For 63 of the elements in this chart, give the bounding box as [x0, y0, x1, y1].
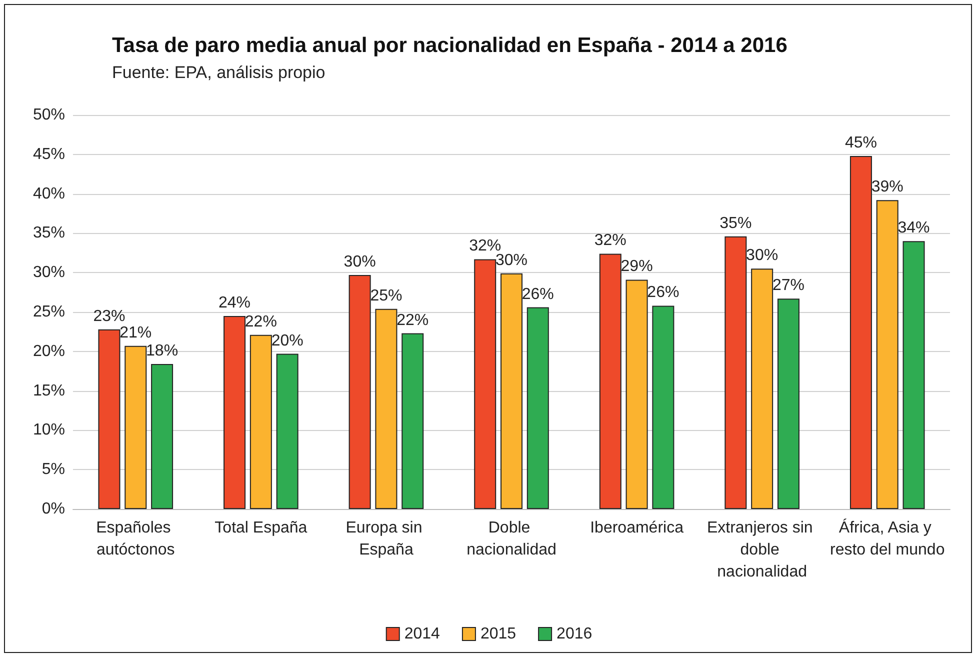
data-label: 25% — [370, 287, 402, 304]
data-label: 18% — [146, 342, 178, 360]
bar — [124, 346, 147, 509]
data-label: 29% — [620, 258, 653, 276]
bar — [402, 333, 424, 509]
x-tick-label: Europa sin España — [346, 520, 427, 558]
data-label: 26% — [647, 284, 680, 302]
y-tick-label: 15% — [32, 382, 65, 400]
data-label: 32% — [594, 232, 626, 250]
y-tick-label: 25% — [32, 304, 65, 320]
y-tick-label: 30% — [32, 264, 65, 282]
bar — [151, 364, 174, 509]
y-tick-label: 0% — [42, 500, 65, 518]
data-label: 21% — [120, 324, 152, 342]
y-tick-label: 10% — [32, 422, 65, 439]
bar — [599, 254, 622, 509]
bar — [751, 268, 774, 509]
data-label: 20% — [271, 332, 304, 350]
y-tick-label: 35% — [32, 224, 65, 242]
y-tick-label: 45% — [32, 146, 65, 163]
bar — [777, 298, 800, 509]
data-label: 22% — [244, 313, 277, 330]
y-tick-label: 50% — [32, 106, 65, 124]
data-label: 35% — [720, 214, 752, 232]
bar — [98, 329, 120, 509]
data-label: 27% — [772, 277, 804, 294]
x-tick-label: Extranjeros sin doble nacionalidad — [706, 520, 818, 580]
y-tick-label: 40% — [32, 185, 65, 202]
legend-label: 2014 — [404, 626, 440, 642]
bar — [876, 200, 898, 509]
data-label: 22% — [396, 312, 429, 329]
data-label: 30% — [344, 253, 376, 270]
bar — [250, 334, 272, 509]
data-label: 34% — [898, 220, 930, 237]
x-tick-label: África, Asia y resto del mundo — [830, 518, 945, 558]
bar — [902, 241, 925, 509]
bar — [276, 354, 298, 509]
y-tick-label: 5% — [42, 461, 65, 478]
bar — [500, 273, 522, 509]
data-label: 30% — [746, 247, 778, 264]
data-label: 39% — [871, 178, 904, 196]
bar — [348, 274, 371, 509]
y-tick-label: 20% — [32, 342, 65, 360]
legend-label: 2015 — [480, 626, 516, 642]
data-label: 45% — [844, 134, 877, 152]
bar — [850, 156, 872, 509]
bar — [724, 236, 747, 509]
bar — [474, 259, 496, 509]
x-tick-label: Doble nacionalidad — [466, 520, 556, 558]
bar — [375, 308, 398, 509]
x-tick-label: Españoles autóctonos — [96, 520, 176, 558]
x-tick-label: Total España — [214, 520, 308, 536]
chart-title: Tasa de paro media anual por nacionalidad en España - 2014 a 2016 — [112, 34, 788, 57]
bar — [652, 306, 674, 509]
bar — [626, 280, 648, 509]
legend-label: 2016 — [556, 626, 592, 642]
chart-subtitle: Fuente: EPA, análisis propio — [112, 63, 326, 82]
data-label: 23% — [93, 308, 126, 325]
bar — [526, 307, 549, 509]
data-label: 24% — [218, 294, 251, 312]
x-tick-label: Iberoamérica — [590, 520, 684, 536]
data-label: 26% — [522, 286, 554, 303]
bar — [224, 316, 246, 509]
